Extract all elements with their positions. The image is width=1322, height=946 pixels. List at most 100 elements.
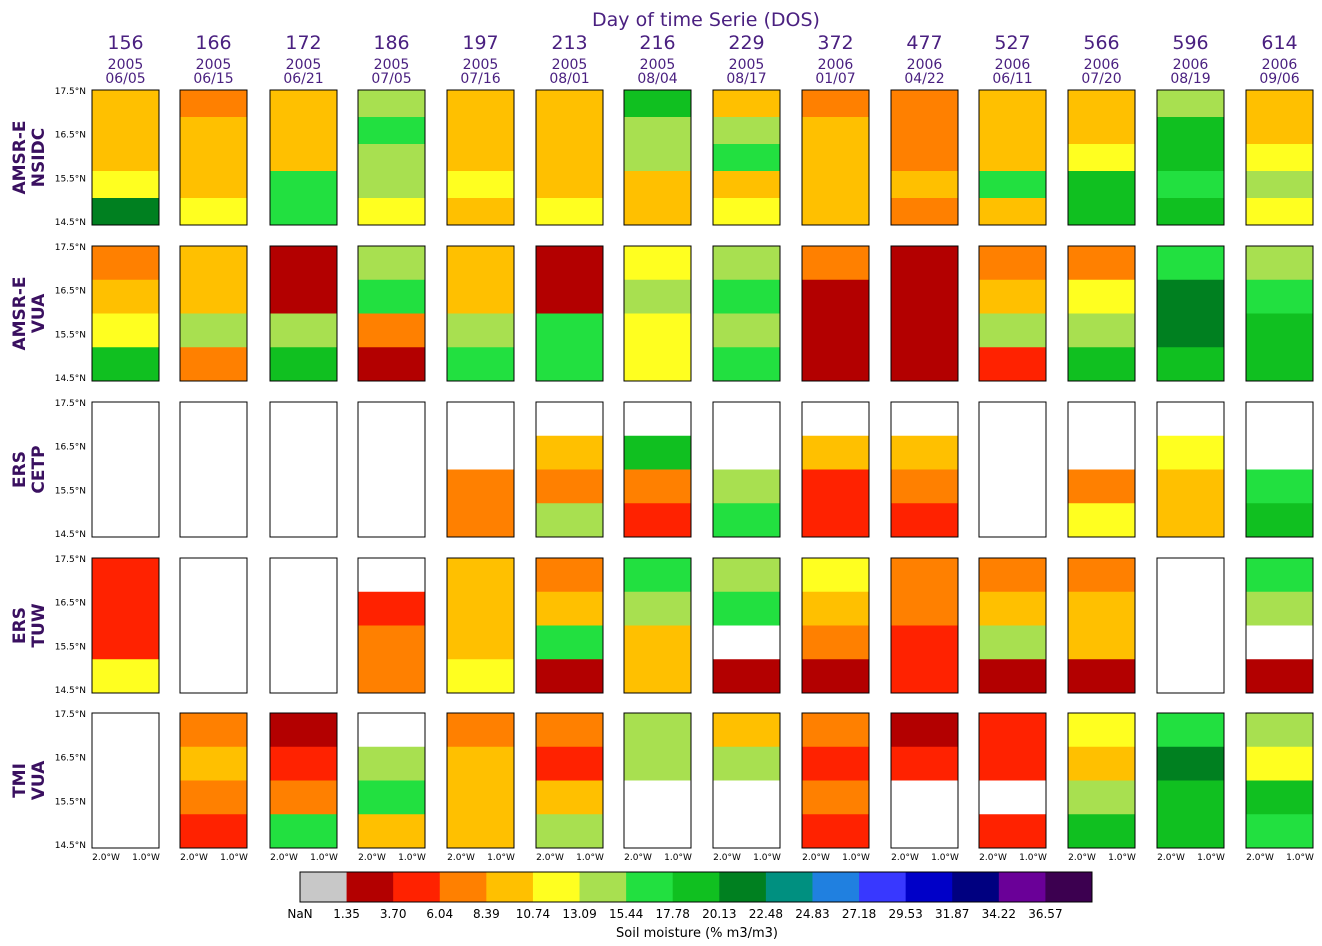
- map-cell: [713, 591, 780, 626]
- panel-frame: [1067, 89, 1136, 226]
- map-cell: [536, 117, 603, 145]
- map-panel: [446, 89, 515, 226]
- map-cell: [979, 117, 1046, 145]
- column-date: 06/05: [105, 71, 145, 87]
- panel-frame: [801, 89, 870, 226]
- map-cell: [802, 246, 869, 281]
- map-cell: [92, 171, 159, 199]
- map-panel: [179, 89, 248, 226]
- map-panel: [1067, 712, 1136, 849]
- map-cell: [358, 469, 425, 504]
- panel-frame: [1156, 712, 1225, 849]
- map-cell: [1068, 469, 1135, 504]
- map-cell: [1157, 246, 1224, 281]
- map-cell: [536, 558, 603, 593]
- map-panel: [978, 401, 1047, 538]
- map-cell: [92, 90, 159, 118]
- column-dos: 596: [1172, 32, 1208, 54]
- map-panel: [801, 245, 870, 382]
- colorbar-label: 31.87: [935, 907, 969, 921]
- map-cell: [624, 558, 691, 593]
- map-cell: [536, 746, 603, 781]
- map-cell: [447, 713, 514, 748]
- map-cell: [1246, 347, 1313, 382]
- map-panel: [978, 557, 1047, 694]
- column-year: 2005: [552, 57, 588, 73]
- map-panel: [978, 245, 1047, 382]
- map-cell: [624, 591, 691, 626]
- map-cell: [979, 144, 1046, 172]
- map-panel: [978, 712, 1047, 849]
- map-cell: [536, 313, 603, 348]
- colorbar-frame: [299, 871, 1093, 903]
- map-cell: [270, 279, 337, 314]
- map-cell: [180, 144, 247, 172]
- map-cell: [180, 814, 247, 849]
- map-panel: [1245, 557, 1314, 694]
- map-cell: [624, 117, 691, 145]
- row-label: TMI VUA: [10, 760, 49, 800]
- map-cell: [447, 171, 514, 199]
- map-cell: [270, 90, 337, 118]
- map-cell: [180, 558, 247, 593]
- panel-frame: [623, 245, 692, 382]
- x-tick-label: 2.0°W: [979, 853, 1007, 863]
- panel-frame: [535, 89, 604, 226]
- map-cell: [1157, 814, 1224, 849]
- map-cell: [1068, 171, 1135, 199]
- map-panel: [269, 401, 338, 538]
- map-panel: [357, 712, 426, 849]
- map-panel: [91, 245, 160, 382]
- colorbar-label: 6.04: [426, 907, 453, 921]
- column-date: 04/22: [904, 71, 944, 87]
- map-cell: [891, 347, 958, 382]
- panel-frame: [446, 401, 515, 538]
- chart-title: Day of time Serie (DOS): [592, 9, 820, 31]
- y-tick-label: 14.5°N: [55, 530, 86, 540]
- x-tick-label: 1.0°W: [310, 853, 338, 863]
- map-cell: [270, 558, 337, 593]
- map-cell: [802, 144, 869, 172]
- column-dos: 186: [373, 32, 409, 54]
- map-panel: [1067, 557, 1136, 694]
- map-panel: [357, 245, 426, 382]
- map-cell: [802, 503, 869, 538]
- panel-frame: [535, 557, 604, 694]
- column-year: 2005: [640, 57, 676, 73]
- column-date: 06/21: [283, 71, 323, 87]
- colorbar-swatch: [952, 872, 1000, 902]
- colorbar-label: 24.83: [795, 907, 829, 921]
- map-cell: [536, 246, 603, 281]
- map-cell: [1157, 171, 1224, 199]
- map-cell: [891, 402, 958, 437]
- map-cell: [536, 469, 603, 504]
- map-cell: [447, 469, 514, 504]
- map-panel: [535, 557, 604, 694]
- map-cell: [92, 347, 159, 382]
- map-panel: [1156, 245, 1225, 382]
- map-cell: [358, 347, 425, 382]
- map-cell: [802, 713, 869, 748]
- map-cell: [979, 402, 1046, 437]
- map-cell: [447, 117, 514, 145]
- y-tick-label: 14.5°N: [55, 686, 86, 696]
- panel-frame: [535, 712, 604, 849]
- map-cell: [92, 144, 159, 172]
- map-cell: [624, 402, 691, 437]
- map-panel: [269, 712, 338, 849]
- map-cell: [270, 469, 337, 504]
- panel-frame: [446, 712, 515, 849]
- map-cell: [891, 814, 958, 849]
- map-cell: [447, 814, 514, 849]
- panel-frame: [623, 401, 692, 538]
- panel-frame: [801, 557, 870, 694]
- map-panel: [801, 89, 870, 226]
- map-cell: [270, 402, 337, 437]
- column-year: 2005: [463, 57, 499, 73]
- map-cell: [1068, 746, 1135, 781]
- map-cell: [358, 246, 425, 281]
- panel-frame: [712, 712, 781, 849]
- column-dos: 477: [906, 32, 942, 54]
- map-cell: [92, 435, 159, 470]
- map-panel: [1245, 89, 1314, 226]
